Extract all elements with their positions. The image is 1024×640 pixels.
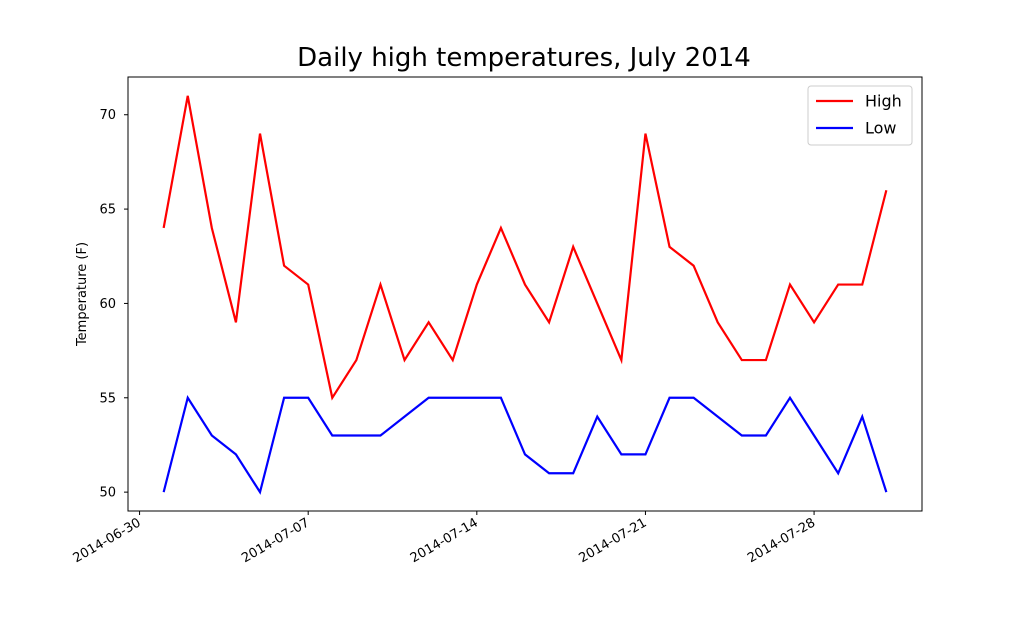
- y-tick-label: 55: [99, 391, 116, 406]
- legend-label-high: High: [865, 92, 902, 111]
- y-axis-label: Temperature (F): [75, 242, 90, 347]
- legend-label-low: Low: [865, 119, 897, 138]
- legend: High Low: [807, 85, 913, 146]
- y-tick-label: 70: [99, 108, 116, 123]
- y-tick-label: 65: [99, 203, 116, 218]
- series-line-high: [162, 95, 888, 401]
- y-tick-label: 50: [99, 486, 116, 501]
- series-lines: [162, 95, 888, 495]
- chart-title: Daily high temperatures, July 2014: [297, 43, 751, 73]
- y-tick-label: 60: [99, 297, 116, 312]
- series-line-low: [162, 395, 888, 495]
- plot-area: [127, 76, 923, 512]
